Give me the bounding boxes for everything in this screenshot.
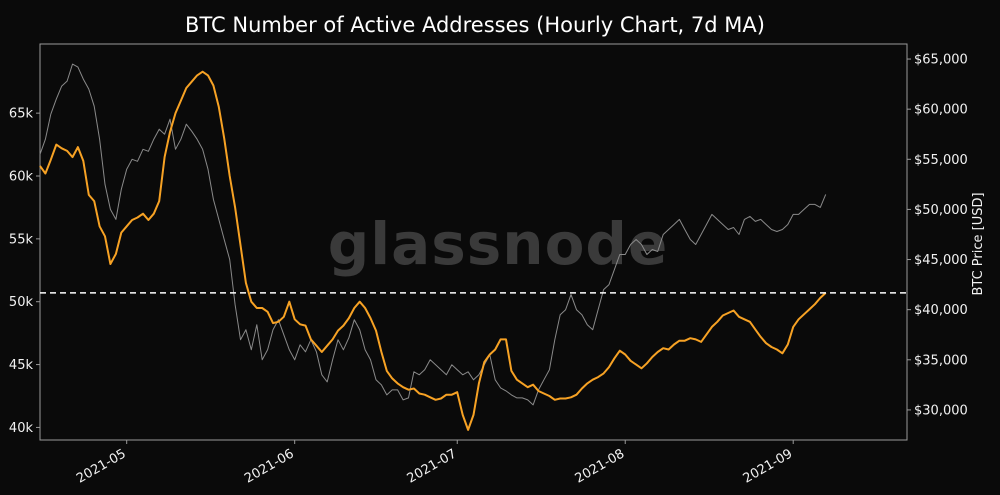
right-tick-label: $50,000 — [914, 203, 968, 218]
right-axis-title: BTC Price [USD] — [971, 192, 986, 295]
watermark: glassnode — [328, 210, 669, 278]
series-layer — [39, 63, 827, 431]
left-tick-label: 45k — [9, 358, 34, 373]
active-addresses-line — [39, 70, 827, 431]
left-tick-label: 50k — [9, 295, 34, 310]
right-tick-label: $45,000 — [914, 253, 968, 268]
left-tick-label: 55k — [9, 232, 34, 247]
left-tick-label: 65k — [9, 107, 34, 122]
right-tick-label: $30,000 — [914, 403, 968, 418]
right-tick-label: $40,000 — [914, 303, 968, 318]
left-tick-label: 60k — [9, 170, 34, 185]
left-axis: 40k 45k 50k 55k 60k 65k — [9, 107, 40, 436]
chart-title: BTC Number of Active Addresses (Hourly C… — [185, 13, 765, 37]
btc-price-line — [39, 63, 827, 406]
left-tick-label: 40k — [9, 421, 34, 436]
right-axis: $30,000 $35,000 $40,000 $45,000 $50,000 $55,0… — [907, 53, 968, 418]
right-tick-label: $55,000 — [914, 153, 968, 168]
right-tick-label: $35,000 — [914, 353, 968, 368]
right-tick-label: $65,000 — [914, 53, 968, 68]
plot-area-frame — [39, 43, 908, 441]
right-tick-label: $60,000 — [914, 103, 968, 118]
